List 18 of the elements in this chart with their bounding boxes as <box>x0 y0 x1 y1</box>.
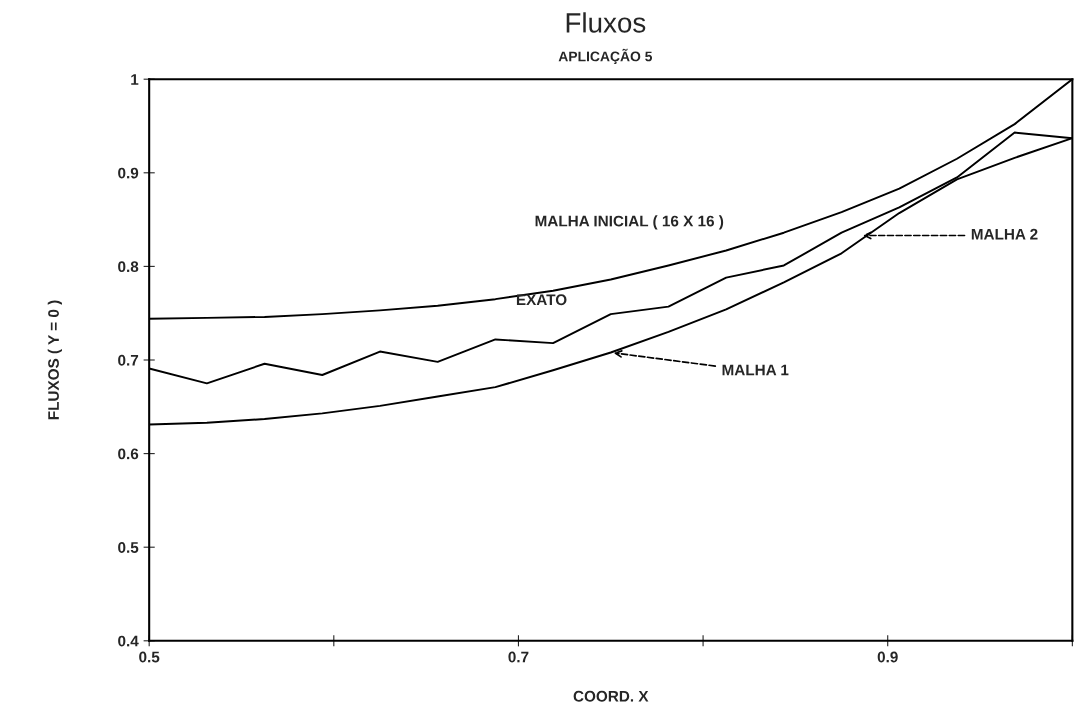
y-tick-label: 0.6 <box>118 448 139 460</box>
chart-subtitle: APLICAÇÃO 5 <box>558 48 653 65</box>
x-tick-label: 0.7 <box>508 651 529 663</box>
x-tick-label: 0.5 <box>139 651 160 663</box>
y-tick-label: 0.9 <box>118 167 139 179</box>
annotation: MALHA 2 <box>971 228 1038 240</box>
x-axis-title: COORD. X <box>573 690 649 702</box>
annotation: MALHA INICIAL ( 16 X 16 ) <box>535 215 724 230</box>
chart-title: Fluxos <box>566 12 646 33</box>
y-axis-title: FLUXOS ( Y = 0 ) <box>47 300 62 420</box>
y-tick-label: 0.7 <box>118 354 139 366</box>
annotation: EXATO <box>516 294 567 306</box>
y-tick-label: 1 <box>131 74 139 85</box>
x-tick-label: 0.9 <box>877 651 898 663</box>
y-tick-label: 0.5 <box>118 542 139 553</box>
y-tick-label: 0.4 <box>118 635 139 647</box>
y-tick-label: 0.8 <box>118 261 139 273</box>
annotation: MALHA 1 <box>722 364 789 376</box>
